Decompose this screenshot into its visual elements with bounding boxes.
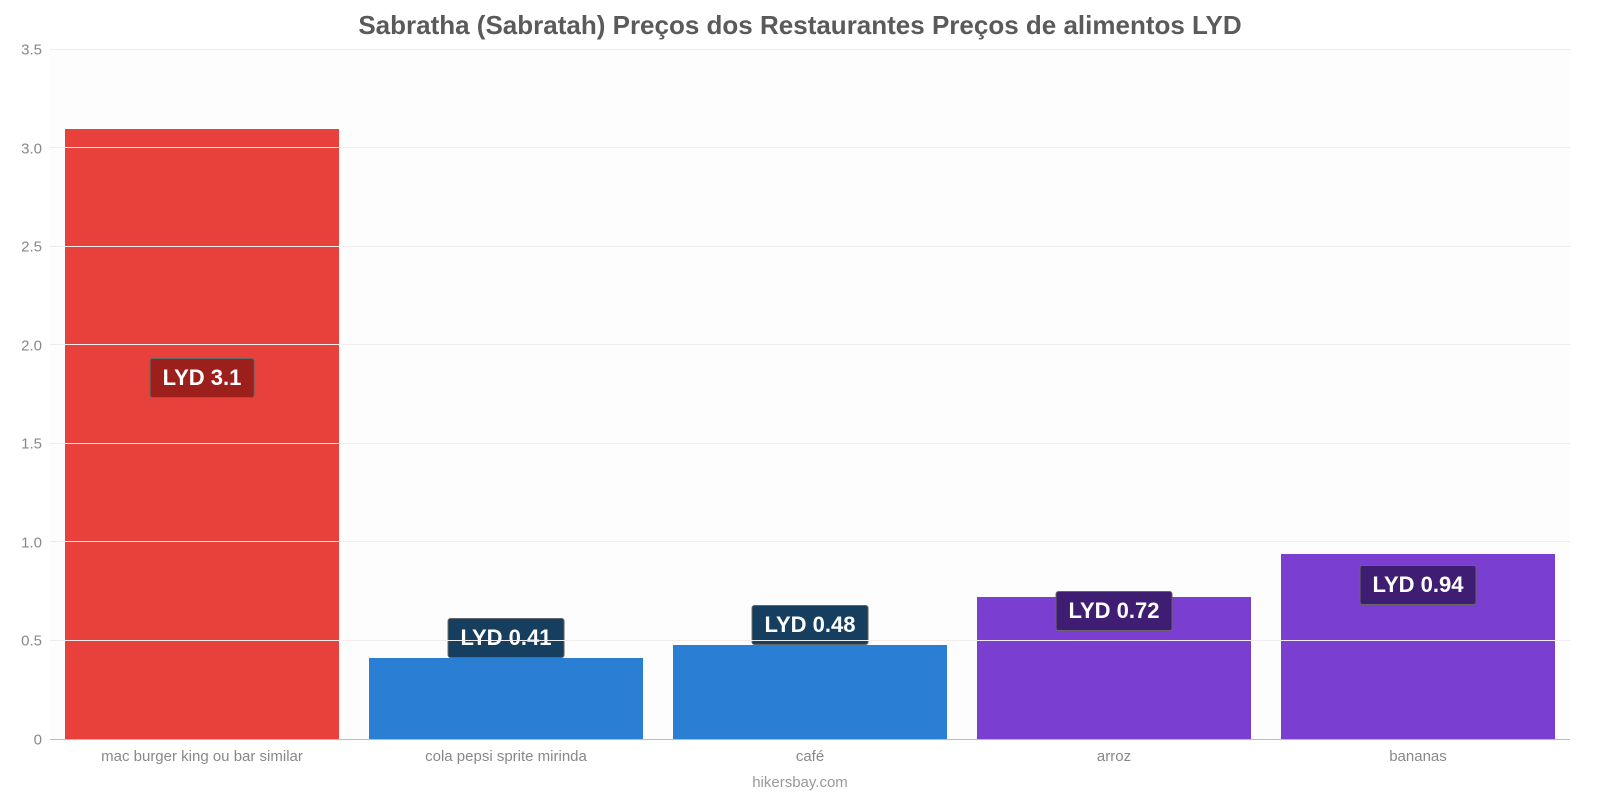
bar-slot: LYD 3.1 <box>50 50 354 739</box>
y-tick-label: 3.5 <box>21 42 42 59</box>
chart-container: Sabratha (Sabratah) Preços dos Restauran… <box>0 0 1600 800</box>
gridline <box>50 443 1570 444</box>
x-label: cola pepsi sprite mirinda <box>354 740 658 774</box>
y-tick-label: 1.5 <box>21 436 42 453</box>
gridline <box>50 147 1570 148</box>
bars-layer: LYD 3.1 LYD 0.41 LYD 0.48 LYD 0.72 LYD 0.94 <box>50 50 1570 739</box>
y-axis: 00.51.01.52.02.53.03.5 <box>0 50 50 740</box>
value-badge: LYD 3.1 <box>150 358 255 398</box>
x-label: café <box>658 740 962 774</box>
value-badge: LYD 0.48 <box>752 605 869 645</box>
bar-slot: LYD 0.48 <box>658 50 962 739</box>
x-axis: mac burger king ou bar similarcola pepsi… <box>0 740 1570 774</box>
y-tick-label: 0.5 <box>21 633 42 650</box>
value-badge: LYD 0.94 <box>1360 565 1477 605</box>
chart-caption: hikersbay.com <box>0 774 1600 800</box>
gridline <box>50 541 1570 542</box>
gridline <box>50 246 1570 247</box>
x-label: bananas <box>1266 740 1570 774</box>
gridline <box>50 344 1570 345</box>
bar-slot: LYD 0.94 <box>1266 50 1570 739</box>
plot-row: 00.51.01.52.02.53.03.5 LYD 3.1LYD 0.41LY… <box>0 50 1600 740</box>
bar-slot: LYD 0.72 <box>962 50 1266 739</box>
y-tick-label: 0 <box>34 732 42 749</box>
x-label: arroz <box>962 740 1266 774</box>
bar <box>65 129 339 739</box>
value-badge: LYD 0.72 <box>1056 591 1173 631</box>
value-badge: LYD 0.41 <box>448 618 565 658</box>
bar <box>369 658 643 739</box>
y-tick-label: 1.0 <box>21 534 42 551</box>
y-tick-label: 2.5 <box>21 239 42 256</box>
plot-area: LYD 3.1 LYD 0.41 LYD 0.48 LYD 0.72 LYD 0.94 <box>50 50 1570 740</box>
gridline <box>50 640 1570 641</box>
y-tick-label: 2.0 <box>21 337 42 354</box>
bar <box>673 645 947 739</box>
x-labels: mac burger king ou bar similarcola pepsi… <box>50 740 1570 774</box>
chart-title: Sabratha (Sabratah) Preços dos Restauran… <box>0 0 1600 50</box>
bar-slot: LYD 0.41 <box>354 50 658 739</box>
x-axis-spacer <box>0 740 50 774</box>
y-tick-label: 3.0 <box>21 140 42 157</box>
x-label: mac burger king ou bar similar <box>50 740 354 774</box>
gridline <box>50 49 1570 50</box>
